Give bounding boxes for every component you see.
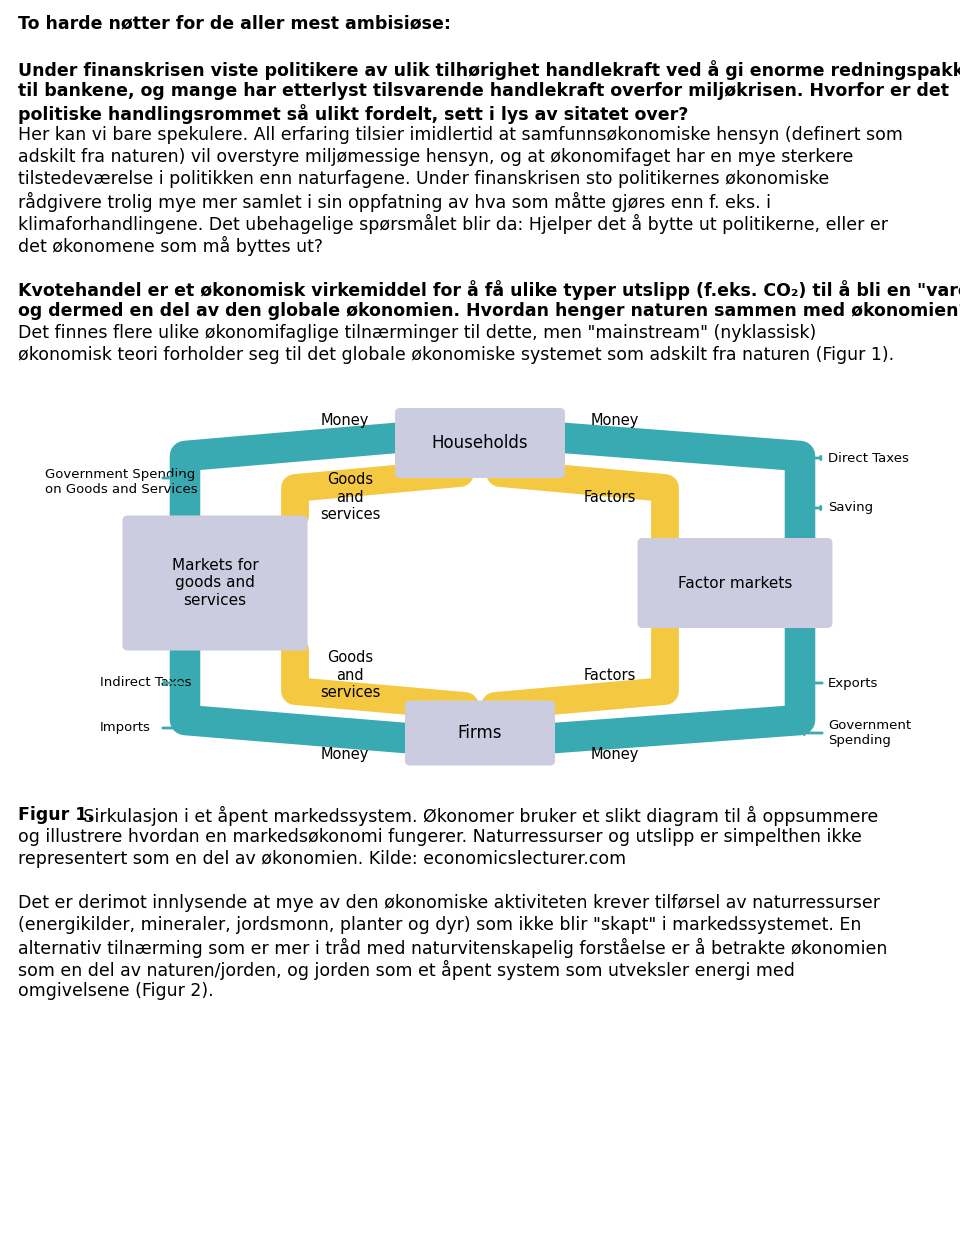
- Text: og illustrere hvordan en markedsøkonomi fungerer. Naturressurser og utslipp er s: og illustrere hvordan en markedsøkonomi …: [18, 828, 862, 847]
- Text: Factors: Factors: [584, 489, 636, 504]
- FancyBboxPatch shape: [395, 408, 565, 478]
- Text: (energikilder, mineraler, jordsmonn, planter og dyr) som ikke blir "skapt" i mar: (energikilder, mineraler, jordsmonn, pla…: [18, 916, 861, 934]
- Text: til bankene, og mange har etterlyst tilsvarende handlekraft overfor miljøkrisen.: til bankene, og mange har etterlyst tils…: [18, 82, 949, 100]
- Text: Her kan vi bare spekulere. All erfaring tilsier imidlertid at samfunnsøkonomiske: Her kan vi bare spekulere. All erfaring …: [18, 126, 902, 144]
- Text: Government Spending
on Goods and Services: Government Spending on Goods and Service…: [45, 468, 198, 496]
- Text: Indirect Taxes: Indirect Taxes: [100, 676, 191, 690]
- FancyBboxPatch shape: [637, 538, 832, 627]
- Text: Figur 1.: Figur 1.: [18, 806, 94, 824]
- Text: omgivelsene (Figur 2).: omgivelsene (Figur 2).: [18, 982, 214, 1000]
- Text: det økonomene som må byttes ut?: det økonomene som må byttes ut?: [18, 237, 323, 256]
- Text: Under finanskrisen viste politikere av ulik tilhørighet handlekraft ved å gi eno: Under finanskrisen viste politikere av u…: [18, 60, 960, 80]
- Text: Money: Money: [590, 413, 639, 428]
- Text: Markets for
goods and
services: Markets for goods and services: [172, 558, 258, 608]
- Text: Money: Money: [321, 747, 370, 762]
- Text: Money: Money: [321, 413, 370, 428]
- Text: Exports: Exports: [828, 676, 878, 690]
- Text: representert som en del av økonomien. Kilde: economicslecturer.com: representert som en del av økonomien. Ki…: [18, 850, 626, 868]
- FancyBboxPatch shape: [405, 701, 555, 766]
- Text: Factor markets: Factor markets: [678, 575, 792, 590]
- Text: Sirkulasjon i et åpent markedssystem. Økonomer bruker et slikt diagram til å opp: Sirkulasjon i et åpent markedssystem. Øk…: [78, 806, 878, 827]
- Text: alternativ tilnærming som er mer i tråd med naturvitenskapelig forståelse er å b: alternativ tilnærming som er mer i tråd …: [18, 937, 887, 959]
- Text: tilstedeværelse i politikken enn naturfagene. Under finanskrisen sto politikerne: tilstedeværelse i politikken enn naturfa…: [18, 171, 829, 188]
- Text: Imports: Imports: [100, 722, 151, 735]
- Text: Det er derimot innlysende at mye av den økonomiske aktiviteten krever tilførsel : Det er derimot innlysende at mye av den …: [18, 894, 880, 913]
- Text: Direct Taxes: Direct Taxes: [828, 452, 909, 464]
- Text: politiske handlingsrommet så ulikt fordelt, sett i lys av sitatet over?: politiske handlingsrommet så ulikt forde…: [18, 105, 688, 125]
- Text: rådgivere trolig mye mer samlet i sin oppfatning av hva som måtte gjøres enn f. : rådgivere trolig mye mer samlet i sin op…: [18, 192, 771, 212]
- Text: Government
Spending: Government Spending: [828, 720, 911, 747]
- Text: Firms: Firms: [458, 725, 502, 742]
- FancyBboxPatch shape: [123, 515, 307, 650]
- Text: Saving: Saving: [828, 502, 874, 514]
- Text: Kvotehandel er et økonomisk virkemiddel for å få ulike typer utslipp (f.eks. CO₂: Kvotehandel er et økonomisk virkemiddel …: [18, 280, 960, 300]
- Text: Money: Money: [590, 747, 639, 762]
- Text: Det finnes flere ulike økonomifaglige tilnærminger til dette, men "mainstream" (: Det finnes flere ulike økonomifaglige ti…: [18, 324, 816, 342]
- Text: som en del av naturen/jorden, og jorden som et åpent system som utveksler energi: som en del av naturen/jorden, og jorden …: [18, 960, 795, 980]
- Text: adskilt fra naturen) vil overstyre miljømessige hensyn, og at økonomifaget har e: adskilt fra naturen) vil overstyre miljø…: [18, 148, 853, 166]
- Text: klimaforhandlingene. Det ubehagelige spørsmålet blir da: Hjelper det å bytte ut : klimaforhandlingene. Det ubehagelige spø…: [18, 214, 888, 234]
- Text: Factors: Factors: [584, 667, 636, 682]
- Text: To harde nøtter for de aller mest ambisiøse:: To harde nøtter for de aller mest ambisi…: [18, 14, 451, 32]
- Text: Goods
and
services: Goods and services: [320, 650, 380, 700]
- Text: Goods
and
services: Goods and services: [320, 472, 380, 522]
- Text: Households: Households: [432, 435, 528, 452]
- Text: økonomisk teori forholder seg til det globale økonomiske systemet som adskilt fr: økonomisk teori forholder seg til det gl…: [18, 346, 894, 364]
- Text: og dermed en del av den globale økonomien. Hvordan henger naturen sammen med øko: og dermed en del av den globale økonomie…: [18, 303, 960, 320]
